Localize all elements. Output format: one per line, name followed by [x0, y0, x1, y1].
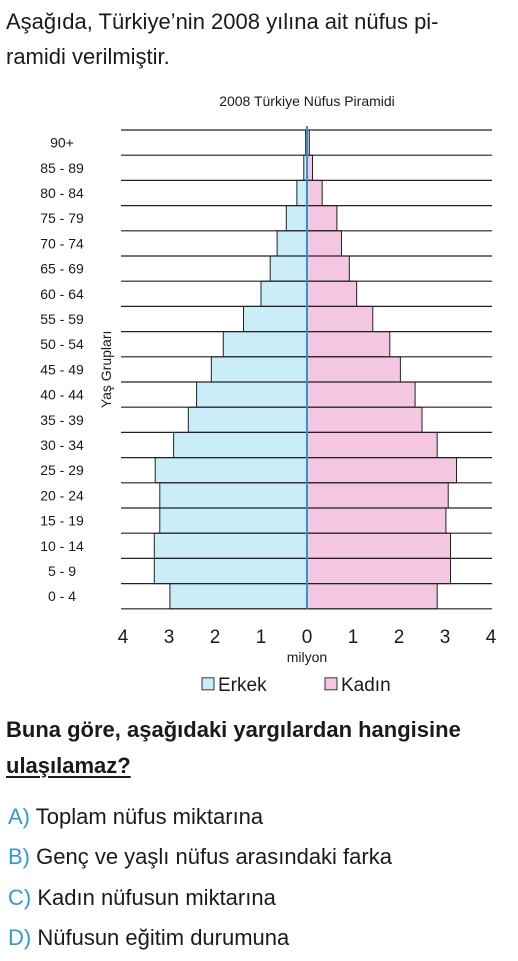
bar-erkek-2 — [296, 179, 308, 207]
x-tick-6: 2 — [394, 627, 405, 648]
x-axis-label: milyon — [287, 649, 327, 665]
bar-erkek-14 — [159, 482, 308, 509]
bar-kadin-4 — [306, 230, 342, 257]
option-d[interactable]: D) Nüfusun eğitim durumuna — [8, 924, 289, 952]
age-label-9: 45 - 49 — [40, 361, 84, 377]
option-c[interactable]: C) Kadın nüfusun miktarına — [8, 884, 276, 912]
age-label-7: 55 - 59 — [40, 311, 84, 327]
x-tick-labels: 4 3 2 1 0 1 2 3 4 — [118, 627, 497, 648]
bar-kadin-17 — [306, 557, 452, 585]
option-b[interactable]: B) Genç ve yaşlı nüfus arasındaki farka — [8, 843, 392, 871]
option-d-letter: D) — [8, 925, 32, 950]
population-pyramid-chart: 2008 Türkiye Nüfus Piramidi 90+ 85 - 89 80… — [40, 93, 497, 696]
x-tick-3: 1 — [256, 627, 267, 648]
bar-kadin-11 — [306, 406, 423, 433]
bar-kadin-8 — [306, 331, 391, 358]
legend-erkek-label: Erkek — [218, 675, 267, 696]
age-label-0: 90+ — [50, 135, 74, 151]
bar-erkek-9 — [210, 356, 308, 383]
age-label-3: 75 - 79 — [40, 210, 84, 226]
bar-erkek-13 — [154, 457, 308, 484]
bar-kadin-9 — [306, 356, 401, 383]
bar-kadin-6 — [306, 280, 358, 307]
age-label-15: 15 - 19 — [40, 513, 84, 529]
age-label-17: 5 - 9 — [48, 563, 76, 579]
chart-title: 2008 Türkiye Nüfus Piramidi — [219, 93, 395, 109]
intro-line-1: Aşağıda, Türkiye’nin 2008 yılına ait nüf… — [6, 9, 439, 34]
bar-kadin-18 — [306, 583, 438, 610]
x-tick-0: 4 — [118, 627, 129, 648]
y-axis-label: Yaş Grupları — [98, 331, 114, 409]
bar-erkek-18 — [169, 583, 308, 610]
age-label-11: 35 - 39 — [40, 412, 84, 428]
question-text: Buna göre, aşağıdaki yargılardan hangisi… — [6, 712, 514, 784]
legend-kadin-label: Kadın — [341, 675, 391, 696]
bar-erkek-5 — [269, 255, 308, 282]
age-label-16: 10 - 14 — [40, 538, 84, 554]
age-label-4: 70 - 74 — [40, 235, 84, 251]
bar-erkek-8 — [222, 331, 308, 358]
age-label-14: 20 - 24 — [40, 487, 84, 503]
option-c-letter: C) — [8, 885, 32, 910]
bar-erkek-6 — [260, 280, 308, 307]
bar-erkek-17 — [153, 557, 308, 585]
bar-kadin-7 — [306, 305, 374, 333]
x-tick-5: 1 — [348, 627, 359, 648]
x-tick-8: 4 — [486, 627, 497, 648]
question-line-2: ulaşılamaz? — [6, 753, 131, 778]
bar-kadin-12 — [306, 431, 438, 459]
bar-erkek-10 — [196, 381, 308, 408]
age-label-5: 65 - 69 — [40, 261, 84, 277]
option-a[interactable]: A) Toplam nüfus miktarına — [8, 803, 263, 831]
option-b-text: Genç ve yaşlı nüfus arasındaki farka — [36, 844, 392, 869]
bar-erkek-15 — [159, 507, 308, 534]
intro-text: Aşağıda, Türkiye’nin 2008 yılına ait nüf… — [6, 4, 511, 74]
age-label-8: 50 - 54 — [40, 336, 84, 352]
bar-kadin-10 — [306, 381, 416, 408]
bar-kadin-3 — [306, 205, 338, 232]
age-label-13: 25 - 29 — [40, 462, 84, 478]
question-line-1: Buna göre, aşağıdaki yargılardan hangisi… — [6, 717, 461, 742]
age-label-18: 0 - 4 — [48, 588, 76, 604]
x-tick-4: 0 — [302, 627, 313, 648]
bar-kadin-13 — [306, 457, 457, 484]
bar-erkek-12 — [173, 431, 308, 459]
bar-erkek-16 — [153, 532, 308, 559]
bar-kadin-2 — [306, 179, 323, 207]
option-d-text: Nüfusun eğitim durumuna — [37, 925, 290, 950]
bar-kadin-14 — [306, 482, 449, 509]
bar-kadin-15 — [306, 507, 447, 534]
x-tick-2: 2 — [210, 627, 221, 648]
bar-erkek-11 — [187, 406, 308, 433]
bar-kadin-5 — [306, 255, 350, 282]
legend-erkek-swatch — [201, 677, 215, 691]
age-label-10: 40 - 44 — [40, 387, 84, 403]
option-c-text: Kadın nüfusun miktarına — [37, 885, 276, 910]
option-a-letter: A) — [8, 804, 30, 829]
x-tick-1: 3 — [164, 627, 175, 648]
option-b-letter: B) — [8, 844, 30, 869]
intro-line-2: ramidi verilmiştir. — [6, 44, 170, 69]
bar-erkek-7 — [243, 305, 308, 333]
legend: Erkek Kadın — [201, 675, 391, 696]
age-label-2: 80 - 84 — [40, 185, 84, 201]
bar-erkek-3 — [285, 205, 308, 232]
age-label-6: 60 - 64 — [40, 286, 84, 302]
option-a-text: Toplam nüfus miktarına — [35, 804, 264, 829]
erkek-bars — [153, 129, 308, 610]
age-label-1: 85 - 89 — [40, 160, 84, 176]
bar-kadin-16 — [306, 532, 452, 559]
kadin-bars — [306, 129, 457, 610]
age-label-12: 30 - 34 — [40, 437, 84, 453]
legend-kadin-swatch — [324, 677, 338, 691]
bar-erkek-4 — [276, 230, 308, 257]
x-tick-7: 3 — [440, 627, 451, 648]
age-group-labels: 90+ 85 - 89 80 - 84 75 - 79 70 - 74 65 - 69 60… — [40, 135, 84, 605]
